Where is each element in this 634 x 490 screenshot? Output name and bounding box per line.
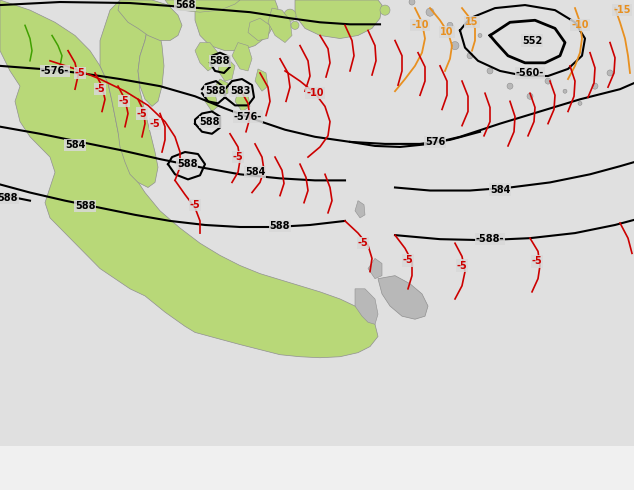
- Circle shape: [467, 53, 473, 59]
- Polygon shape: [195, 0, 278, 50]
- Polygon shape: [165, 0, 240, 12]
- Circle shape: [487, 68, 493, 74]
- Text: -588-: -588-: [476, 234, 504, 244]
- Circle shape: [563, 89, 567, 93]
- Text: 584: 584: [490, 185, 510, 195]
- Text: -5: -5: [403, 255, 413, 266]
- Text: Fr 07-06-2024 06:00 UTC (00+198): Fr 07-06-2024 06:00 UTC (00+198): [355, 460, 571, 470]
- Polygon shape: [268, 8, 292, 43]
- Polygon shape: [195, 43, 218, 71]
- Text: 568: 568: [175, 0, 195, 10]
- Text: 588: 588: [210, 56, 230, 66]
- Polygon shape: [235, 91, 250, 112]
- Text: 584: 584: [245, 167, 265, 177]
- Text: -560-: -560-: [516, 68, 544, 78]
- Polygon shape: [355, 201, 365, 218]
- Circle shape: [426, 8, 434, 16]
- Text: -5: -5: [136, 108, 147, 119]
- Text: -5: -5: [532, 256, 542, 267]
- Circle shape: [447, 22, 453, 28]
- Circle shape: [409, 0, 415, 5]
- Text: -5: -5: [119, 97, 129, 106]
- Circle shape: [451, 42, 459, 49]
- Text: 588: 588: [205, 86, 225, 96]
- Text: -10: -10: [571, 21, 589, 30]
- Text: 588: 588: [269, 221, 290, 231]
- Polygon shape: [118, 0, 182, 41]
- Text: -5: -5: [358, 238, 368, 248]
- Text: -576-: -576-: [41, 66, 69, 76]
- Polygon shape: [295, 0, 382, 39]
- Polygon shape: [232, 43, 252, 71]
- Text: -15: -15: [613, 5, 631, 15]
- Text: -10: -10: [411, 21, 429, 30]
- Text: 588: 588: [0, 193, 18, 202]
- Circle shape: [284, 9, 296, 21]
- Polygon shape: [215, 79, 228, 96]
- Text: 588: 588: [200, 117, 220, 126]
- Text: 588: 588: [177, 159, 197, 169]
- Text: -5: -5: [150, 119, 160, 129]
- Polygon shape: [100, 0, 158, 188]
- Circle shape: [578, 101, 582, 105]
- Circle shape: [507, 83, 513, 89]
- Polygon shape: [255, 69, 268, 91]
- Text: 583: 583: [230, 86, 250, 96]
- Polygon shape: [378, 276, 428, 319]
- Text: -5: -5: [456, 261, 467, 270]
- Text: 576: 576: [425, 137, 445, 147]
- Text: ©weatheronline.co.uk: ©weatheronline.co.uk: [480, 480, 597, 490]
- Polygon shape: [205, 93, 218, 112]
- Text: -5: -5: [233, 152, 243, 162]
- Circle shape: [545, 78, 551, 84]
- Text: 588: 588: [75, 201, 95, 211]
- Text: 584: 584: [65, 140, 85, 150]
- Polygon shape: [248, 18, 270, 41]
- Text: -5: -5: [94, 84, 105, 94]
- Text: Height/Temp. 500 hPa [gdmp][°C] ECMWF: Height/Temp. 500 hPa [gdmp][°C] ECMWF: [8, 460, 258, 470]
- Circle shape: [478, 33, 482, 38]
- Text: -5: -5: [190, 200, 200, 210]
- Circle shape: [291, 21, 299, 29]
- Text: 15: 15: [465, 17, 479, 27]
- Polygon shape: [138, 0, 164, 106]
- Text: -576-: -576-: [234, 112, 262, 122]
- Text: 552: 552: [522, 36, 542, 46]
- Text: -5: -5: [75, 68, 86, 78]
- Circle shape: [592, 83, 598, 89]
- Polygon shape: [0, 0, 378, 358]
- Polygon shape: [355, 289, 378, 324]
- Polygon shape: [368, 258, 382, 279]
- Circle shape: [607, 70, 613, 76]
- Circle shape: [380, 5, 390, 15]
- Text: 10: 10: [440, 27, 454, 37]
- Circle shape: [527, 93, 533, 99]
- Text: -10: -10: [306, 88, 324, 98]
- Polygon shape: [218, 59, 235, 81]
